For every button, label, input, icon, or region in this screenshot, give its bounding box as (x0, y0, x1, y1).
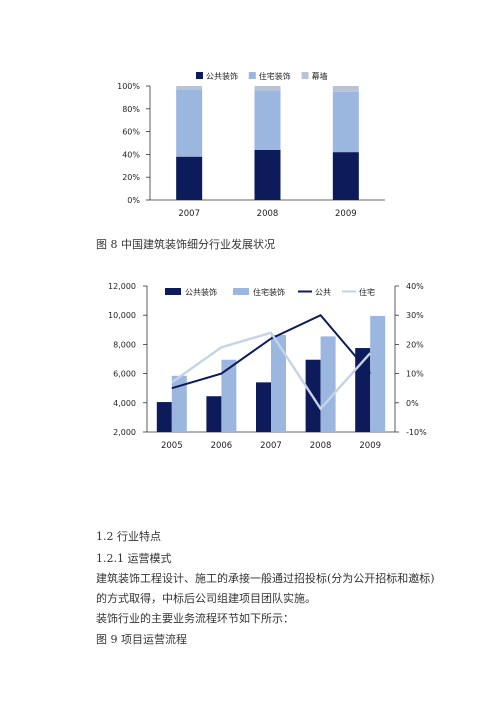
left-y-tick-label: 8,000 (113, 340, 136, 349)
x-tick-label: 2008 (257, 209, 279, 219)
bar-2005-public (156, 402, 172, 432)
section-heading: 1.2 行业特点 (96, 530, 161, 543)
right-y-tick-label: -10% (406, 428, 427, 437)
left-y-tick-label: 6,000 (113, 370, 136, 379)
x-tick-label: 2005 (161, 441, 183, 451)
left-y-tick-label: 4,000 (113, 399, 136, 408)
bar-2008-series-0 (254, 149, 281, 200)
right-y-tick-label: 40% (406, 282, 424, 291)
bar-2006-public (206, 396, 222, 432)
figure-9-caption: 图 9 项目运营流程 (96, 633, 187, 646)
y-tick-label: 20% (122, 173, 140, 182)
line-series-public (171, 313, 371, 390)
legend-swatch-2 (301, 72, 309, 79)
legend-swatch-1 (233, 288, 249, 295)
line-series-residential (171, 331, 372, 411)
x-tick-label: 2006 (211, 441, 233, 451)
bar-2009-residential (370, 315, 386, 432)
bar-2008-residential (320, 336, 336, 432)
legend-label-0: 公共装饰 (206, 71, 238, 81)
figure-8-caption: 图 8 中国建筑装饰细分行业发展状况 (96, 238, 275, 251)
bar-2006-residential (221, 359, 237, 432)
legend-label-2: 公共 (315, 288, 331, 297)
legend-label-2: 幕墙 (312, 71, 328, 81)
bar-2007-residential (271, 334, 286, 432)
legend-label-1: 住宅装饰 (253, 287, 285, 297)
bar-2009-series-0 (332, 152, 359, 200)
bar-2007-series-1 (176, 89, 203, 157)
left-y-tick-label: 2,000 (113, 428, 136, 437)
y-tick-label: 100% (117, 82, 140, 91)
left-y-tick-label: 12,000 (108, 282, 136, 291)
bar-2009-series-1 (332, 91, 359, 153)
right-y-tick-label: 10% (406, 370, 424, 379)
bar-2007-series-2 (176, 86, 203, 90)
x-tick-label: 2009 (335, 209, 357, 219)
legend-label-3: 住宅 (359, 287, 375, 297)
flow-intro: 装饰行业的主要业务流程环节如下所示： (96, 612, 294, 625)
y-tick-label: 80% (122, 105, 140, 114)
bar-2005-residential (171, 375, 187, 432)
bar-2008-series-1 (254, 90, 281, 150)
right-y-tick-label: 30% (406, 311, 424, 320)
right-y-tick-label: 0% (406, 399, 419, 408)
legend-swatch-1 (248, 72, 256, 79)
body-paragraph: 建筑装饰工程设计、施工的承接一般通过招投标(分为公开招标和邀标)的方式取得，中标… (96, 572, 435, 605)
legend-label-0: 公共装饰 (185, 287, 217, 297)
x-tick-label: 2007 (178, 209, 200, 219)
y-tick-label: 0% (127, 196, 140, 205)
bar-2008-series-2 (254, 86, 281, 91)
y-tick-label: 40% (122, 150, 140, 159)
x-tick-label: 2007 (260, 441, 282, 451)
x-tick-label: 2009 (359, 441, 381, 451)
right-y-tick-label: 20% (406, 340, 424, 349)
left-y-tick-label: 10,000 (108, 311, 136, 320)
x-tick-label: 2008 (310, 441, 332, 451)
y-tick-label: 60% (122, 128, 140, 137)
bar-2007-series-0 (176, 156, 203, 200)
bar-2007-public (256, 382, 271, 432)
bar-2009-series-2 (332, 86, 359, 92)
subsection-heading: 1.2.1 运营模式 (96, 552, 172, 565)
legend-swatch-0 (196, 72, 203, 79)
legend-swatch-0 (165, 288, 181, 295)
legend-label-1: 住宅装饰 (259, 71, 291, 81)
